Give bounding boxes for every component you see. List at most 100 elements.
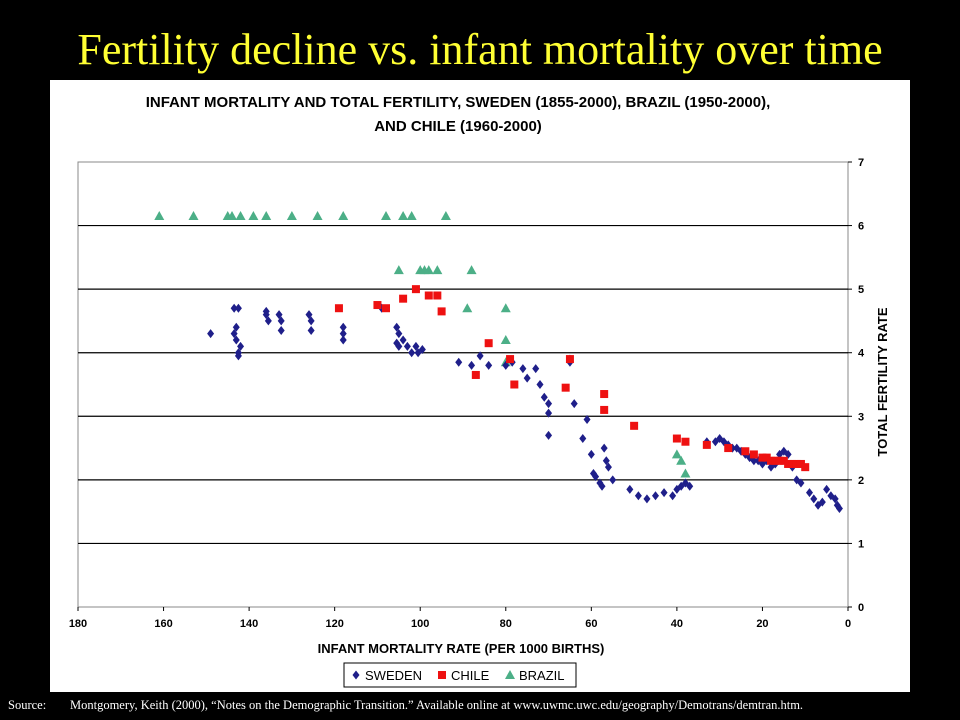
x-tick-label: 100	[411, 618, 429, 630]
sweden-point	[634, 491, 642, 501]
chile-point	[600, 405, 609, 414]
chart-title-line-1: INFANT MORTALITY AND TOTAL FERTILITY, SW…	[146, 94, 771, 111]
sweden-point	[545, 430, 553, 440]
sweden-point	[831, 494, 839, 504]
chile-point	[771, 456, 780, 465]
chile-point	[779, 456, 788, 465]
chile-point	[792, 459, 801, 468]
brazil-point	[440, 211, 451, 221]
series-chile	[334, 285, 810, 472]
sweden-point	[669, 491, 677, 501]
chile-point	[424, 291, 433, 300]
x-tick-label: 120	[325, 618, 343, 630]
sweden-point	[797, 478, 805, 488]
y-tick-label: 7	[858, 157, 864, 169]
sweden-point	[545, 399, 553, 409]
sweden-point	[234, 351, 242, 361]
x-tick-label: 140	[240, 618, 258, 630]
sweden-point	[232, 335, 240, 345]
sweden-point	[275, 310, 283, 320]
chile-point	[784, 459, 793, 468]
y-tick-label: 6	[858, 221, 864, 233]
y-tick-label: 4	[858, 348, 865, 360]
sweden-point	[234, 303, 242, 313]
sweden-point	[818, 497, 826, 507]
sweden-point	[523, 373, 531, 383]
chile-point	[767, 456, 775, 465]
sweden-point	[540, 392, 548, 402]
x-tick-label: 80	[500, 618, 512, 630]
sweden-point	[602, 456, 610, 466]
chile-point	[758, 453, 767, 462]
sweden-point	[262, 310, 270, 320]
sweden-point	[592, 472, 600, 482]
x-tick-label: 20	[756, 618, 768, 630]
brazil-point	[393, 265, 404, 275]
chile-point	[724, 444, 733, 453]
sweden-point	[686, 481, 694, 491]
brazil-point	[500, 335, 511, 344]
sweden-point	[468, 360, 476, 370]
brazil-point	[671, 449, 682, 459]
brazil-point	[432, 265, 443, 275]
legend-box	[343, 662, 577, 688]
sweden-point	[418, 345, 426, 355]
sweden-point	[660, 488, 668, 498]
sweden-point	[339, 322, 347, 332]
sweden-point	[230, 329, 238, 339]
sweden-point	[393, 322, 401, 332]
brazil-point	[154, 211, 165, 221]
x-tick-label: 40	[671, 618, 683, 630]
slide-title: Fertility decline vs. infant mortality o…	[77, 25, 883, 74]
sweden-point	[652, 491, 659, 501]
brazil-point	[680, 468, 691, 478]
chile-point	[801, 463, 810, 472]
sweden-point	[784, 449, 792, 459]
chile-point	[382, 304, 390, 313]
sweden-point	[412, 341, 420, 351]
sweden-point	[600, 443, 608, 453]
grid-lines	[78, 224, 848, 545]
brazil-point	[235, 211, 246, 221]
sweden-point	[455, 357, 463, 367]
sweden-point	[264, 316, 272, 326]
brazil-point	[188, 211, 199, 221]
chile-point	[630, 421, 639, 430]
chile-point	[796, 459, 805, 468]
legend-marker-brazil	[505, 670, 515, 679]
legend-marker-chile	[438, 671, 446, 679]
y-tick-label: 1	[858, 538, 864, 550]
legend-label-chile: CHILE	[451, 668, 490, 683]
sweden-point	[395, 329, 403, 339]
chart-title-line-2: AND CHILE (1960-2000)	[374, 118, 542, 135]
chart-panel: INFANT MORTALITY AND TOTAL FERTILITY, SW…	[50, 80, 910, 692]
x-tick-label: 180	[69, 618, 87, 630]
brazil-point	[248, 211, 259, 221]
brazil-point	[676, 455, 687, 465]
y-tick-label: 2	[858, 475, 864, 487]
sweden-point	[307, 325, 315, 335]
chile-point	[749, 450, 758, 459]
sweden-point	[339, 335, 347, 345]
chile-point	[565, 355, 574, 364]
sweden-point	[750, 456, 758, 466]
series-brazil	[154, 211, 691, 478]
sweden-point	[587, 449, 595, 459]
y-tick-label: 0	[858, 602, 864, 614]
sweden-point	[583, 414, 591, 424]
brazil-point	[466, 265, 477, 275]
legend-marker-sweden	[352, 670, 360, 680]
brazil-point	[381, 211, 391, 221]
sweden-point	[230, 303, 238, 313]
brazil-point	[338, 211, 349, 221]
y-tick-label: 5	[858, 284, 864, 296]
chile-point	[672, 434, 681, 443]
sweden-point	[476, 351, 484, 361]
sweden-point	[339, 329, 347, 339]
legend-label-sweden: SWEDEN	[365, 668, 422, 683]
plot-area	[77, 161, 849, 608]
chile-point	[741, 447, 750, 456]
sweden-point	[598, 481, 606, 491]
sweden-point	[232, 322, 240, 332]
scatter-chart: INFANT MORTALITY AND TOTAL FERTILITY, SW…	[69, 94, 890, 688]
